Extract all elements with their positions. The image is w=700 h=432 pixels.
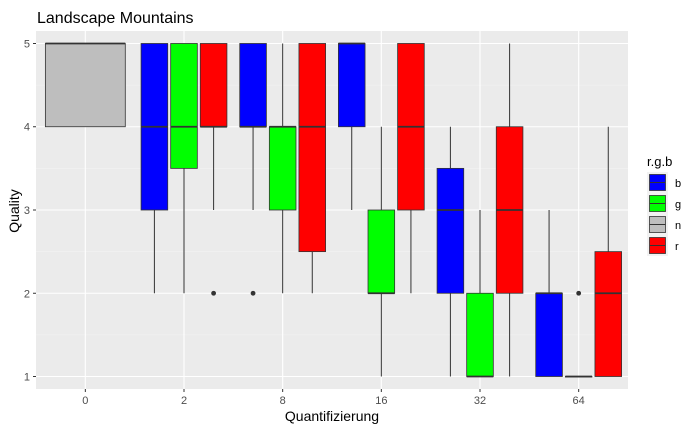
y-tick-label: 4 (24, 122, 30, 134)
x-axis-title: Quantifizierung (285, 408, 379, 424)
box-body (239, 43, 267, 128)
box-body (594, 251, 622, 377)
box-body (338, 43, 366, 128)
y-tick-label: 3 (24, 205, 30, 217)
box-body (199, 43, 228, 128)
box-body (466, 292, 494, 377)
legend-label-r: r (675, 241, 679, 253)
chart-title: Landscape Mountains (37, 10, 194, 27)
box-body (44, 43, 126, 128)
x-tick-label: 8 (280, 395, 286, 407)
y-tick-label: 2 (24, 288, 30, 300)
box-2-g (170, 43, 198, 294)
box-body (367, 209, 396, 294)
box-body (298, 43, 326, 253)
y-axis-title: Quality (6, 189, 22, 233)
x-axis: 0 2 8 16 32 64 (82, 389, 585, 407)
box-64-r (594, 126, 622, 377)
outlier-point (211, 290, 217, 296)
box-8-r (298, 43, 326, 294)
x-tick-label: 2 (181, 395, 187, 407)
y-tick-label: 1 (24, 372, 30, 384)
box-32-r (495, 43, 524, 377)
box-2-r (199, 43, 228, 296)
box-body (170, 43, 198, 169)
y-axis: 1 2 3 4 5 (24, 38, 36, 384)
box-8-b (239, 43, 267, 296)
boxes (44, 42, 622, 378)
box-8-g (268, 43, 297, 294)
box-32-b (436, 126, 465, 377)
legend-label-g: g (675, 199, 681, 211)
x-tick-label: 16 (375, 395, 387, 407)
box-64-b (535, 210, 563, 377)
plot-panel (36, 31, 628, 389)
box-body (268, 126, 297, 211)
x-tick-label: 32 (474, 395, 486, 407)
legend-label-b: b (675, 178, 681, 190)
box-32-g (466, 210, 494, 378)
box-64-g (564, 290, 593, 378)
x-tick-label: 0 (82, 395, 88, 407)
box-16-b (338, 42, 366, 210)
outlier-point (250, 290, 256, 296)
box-body (436, 167, 465, 294)
box-16-g (367, 126, 396, 377)
x-tick-label: 64 (573, 395, 585, 407)
legend-label-n: n (675, 220, 681, 232)
y-tick-label: 5 (24, 38, 30, 50)
box-2-b (140, 43, 169, 294)
outlier-point (576, 290, 582, 296)
legend-title: r.g.b (647, 154, 672, 169)
box-body (535, 292, 563, 377)
box-16-r (397, 43, 425, 294)
box-0-n (44, 42, 126, 128)
